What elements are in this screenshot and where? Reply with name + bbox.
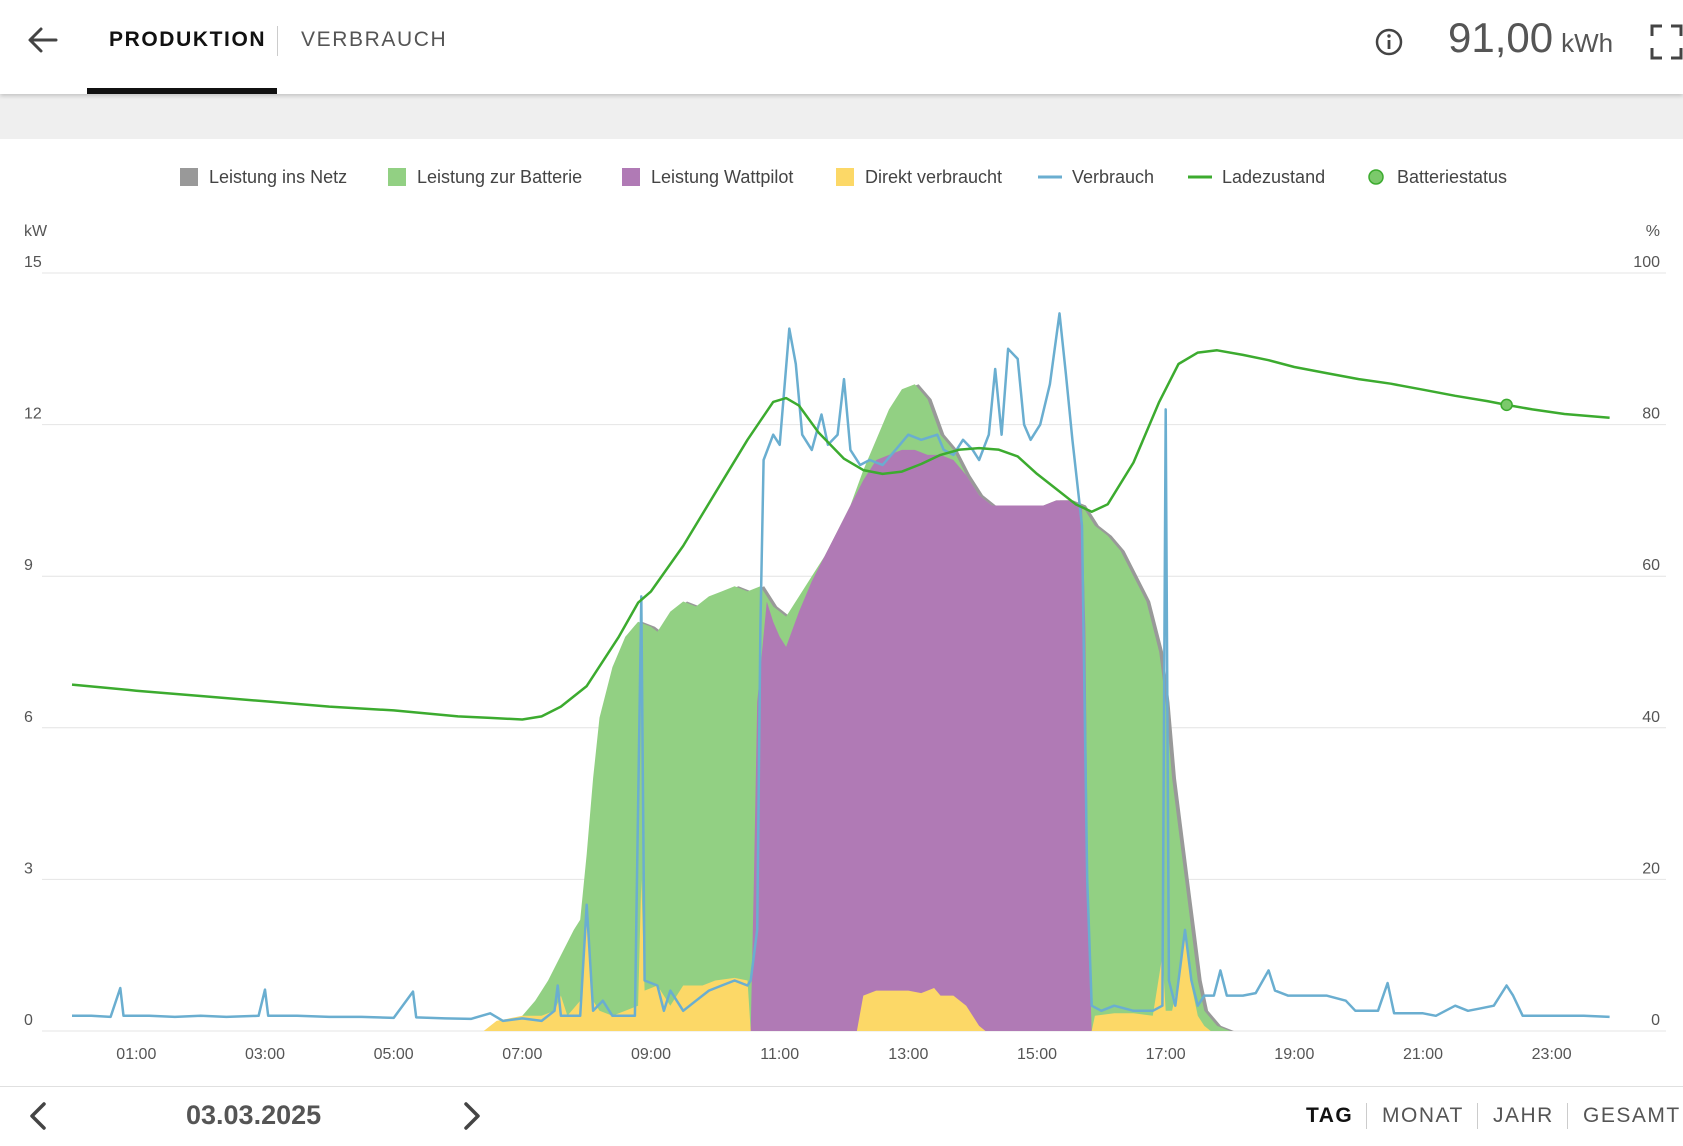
x-tick-label: 23:00: [1532, 1046, 1572, 1063]
y-left-tick-label: 9: [24, 557, 33, 574]
period-gesamt[interactable]: GESAMT: [1583, 1104, 1681, 1127]
x-tick-label: 21:00: [1403, 1046, 1443, 1063]
period-divider: [1366, 1103, 1367, 1129]
batteriestatus-point: [1500, 398, 1513, 412]
info-button[interactable]: [1374, 27, 1404, 57]
chevron-right-icon: [464, 1102, 480, 1130]
next-day-button[interactable]: [454, 1099, 488, 1133]
total-energy: 91,00 kWh: [1448, 14, 1613, 62]
chart-legend: Leistung ins Netz Leistung zur Batterie Le…: [180, 167, 1507, 187]
x-tick-label: 11:00: [760, 1046, 799, 1063]
filter-band: [0, 94, 1683, 139]
x-tick-label: 03:00: [245, 1046, 285, 1063]
legend-swatch: [622, 168, 640, 186]
x-tick-label: 05:00: [374, 1046, 414, 1063]
chart-areas: [483, 384, 1234, 1031]
chart-lines: [71, 312, 1610, 1023]
x-tick-label: 01:00: [116, 1046, 156, 1063]
chevron-left-icon: [30, 1102, 46, 1130]
period-divider: [1567, 1103, 1568, 1129]
active-tab-indicator: [87, 88, 277, 94]
x-tick-label: 09:00: [631, 1046, 671, 1063]
area-leistung-wattpilot: [750, 449, 1092, 1031]
bottom-bar: 03.03.2025 TAG MONAT JAHR GESAMT: [0, 1086, 1683, 1146]
y-right-tick-label: 80: [1642, 406, 1660, 423]
x-tick-label: 13:00: [888, 1046, 928, 1063]
legend-label: Leistung Wattpilot: [651, 167, 793, 187]
x-tick-label: 15:00: [1017, 1046, 1057, 1063]
current-date[interactable]: 03.03.2025: [186, 1100, 322, 1130]
legend-label: Leistung ins Netz: [209, 167, 347, 187]
back-button[interactable]: [22, 20, 62, 60]
y-left-tick-label: 12: [24, 406, 42, 423]
tab-produktion[interactable]: PRODUKTION: [109, 28, 267, 51]
y-right-tick-label: 20: [1642, 860, 1660, 877]
line-ladezustand: [71, 349, 1610, 721]
y-left-tick-label: 0: [24, 1012, 33, 1029]
legend-label: Batteriestatus: [1397, 167, 1507, 187]
y-right-tick-label: 100: [1633, 254, 1660, 271]
legend-swatch: [180, 168, 198, 186]
info-icon: [1375, 28, 1403, 56]
period-monat[interactable]: MONAT: [1382, 1104, 1464, 1127]
x-tick-label: 17:00: [1146, 1046, 1186, 1063]
line-verbrauch: [72, 312, 1610, 1023]
arrow-left-icon: [28, 27, 58, 53]
legend-label: Leistung zur Batterie: [417, 167, 582, 187]
chart-ticks: 0 0 3 20 6 40 9 60 12 80 15 100 01:00 03:00 05:00 07:00…: [24, 254, 1660, 1063]
total-value: 91,00: [1448, 14, 1554, 61]
period-divider: [1477, 1103, 1478, 1129]
y-left-tick-label: 15: [24, 254, 42, 271]
y-right-tick-label: 40: [1642, 709, 1660, 726]
legend-label: Ladezustand: [1222, 167, 1325, 187]
period-tag[interactable]: TAG: [1306, 1104, 1354, 1127]
production-chart: Leistung ins Netz Leistung zur Batterie Le…: [24, 167, 1666, 1063]
y-left-tick-label: 3: [24, 860, 33, 877]
period-jahr[interactable]: JAHR: [1493, 1104, 1554, 1127]
legend-label: Direkt verbraucht: [865, 167, 1002, 187]
top-bar: PRODUKTION VERBRAUCH 91,00 kWh: [0, 0, 1683, 94]
y-left-axis-label: kW: [24, 223, 48, 240]
total-unit: kWh: [1561, 28, 1614, 58]
area-direkt-verbraucht: [483, 879, 1211, 1031]
x-tick-label: 19:00: [1274, 1046, 1314, 1063]
y-left-tick-label: 6: [24, 709, 33, 726]
y-right-tick-label: 0: [1651, 1012, 1660, 1029]
legend-label: Verbrauch: [1072, 167, 1154, 187]
prev-day-button[interactable]: [22, 1099, 56, 1133]
fullscreen-button[interactable]: [1650, 24, 1683, 60]
tab-divider: [277, 26, 278, 56]
legend-swatch: [1368, 169, 1384, 185]
fullscreen-icon: [1650, 24, 1683, 60]
tab-verbrauch[interactable]: VERBRAUCH: [301, 28, 448, 51]
y-right-tick-label: 60: [1642, 557, 1660, 574]
x-tick-label: 07:00: [502, 1046, 542, 1063]
y-right-axis-label: %: [1646, 223, 1660, 240]
legend-swatch: [836, 168, 854, 186]
legend-swatch: [388, 168, 406, 186]
